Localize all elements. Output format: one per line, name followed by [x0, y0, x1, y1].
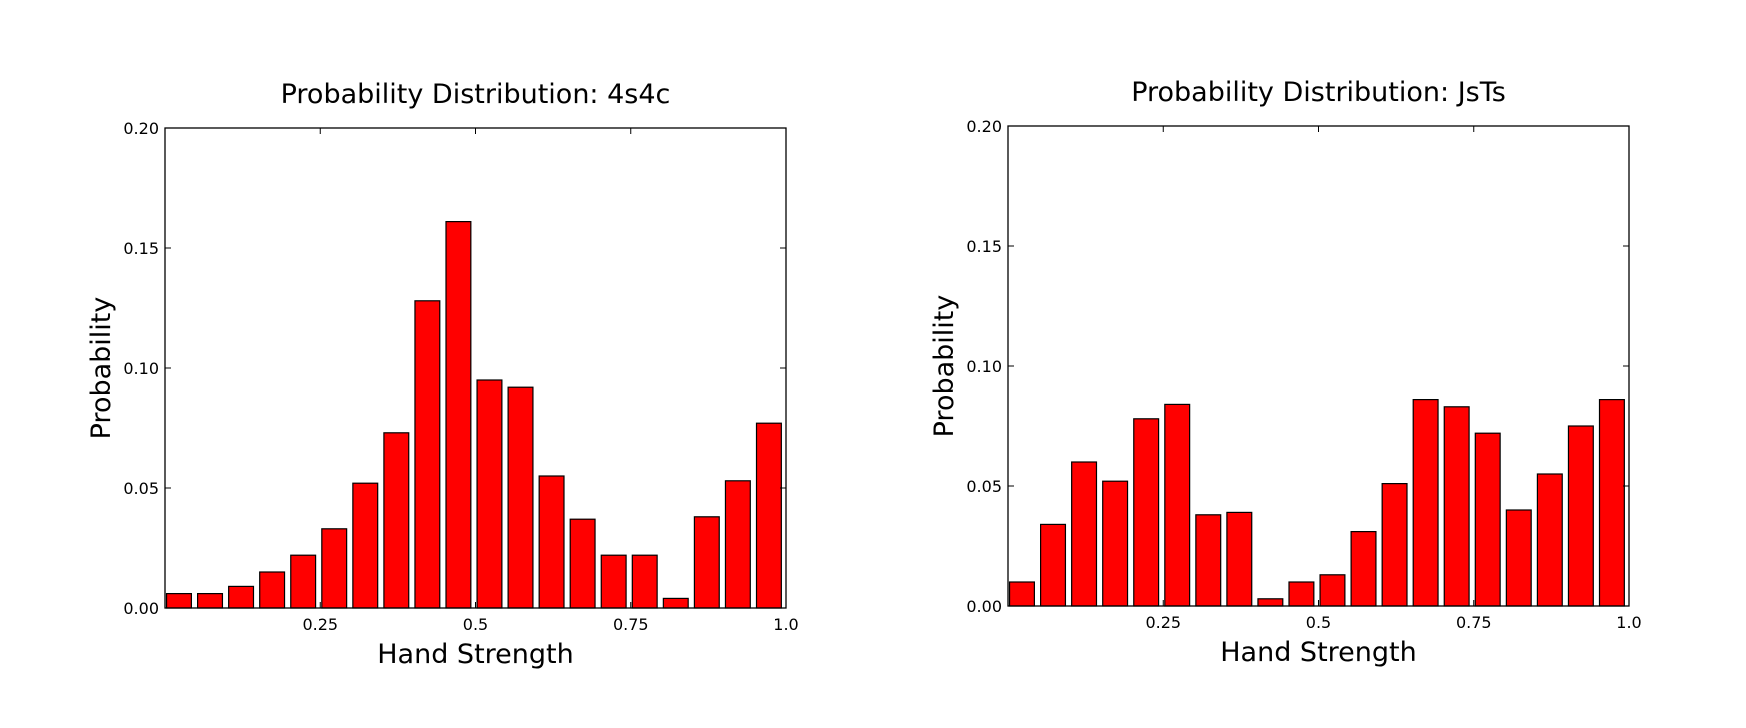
bar	[1040, 523, 1067, 607]
bar	[1133, 418, 1160, 607]
bar	[1381, 483, 1408, 607]
y-tick-label: 0.20	[966, 117, 1002, 136]
bar	[1474, 432, 1501, 607]
chart-title: Probability Distribution: JsTs	[1131, 77, 1506, 108]
y-axis-label: Probability	[929, 295, 960, 438]
bar	[600, 554, 627, 609]
bar	[1288, 581, 1315, 607]
bar	[352, 482, 379, 609]
y-tick-label: 0.10	[966, 357, 1002, 376]
plot-frame	[1007, 125, 1630, 607]
bar	[1443, 406, 1470, 607]
x-axis-label: Hand Strength	[377, 639, 573, 670]
bar	[1071, 461, 1098, 607]
bar	[321, 528, 348, 609]
bar	[1412, 399, 1439, 607]
y-tick-label: 0.10	[123, 359, 159, 378]
chart-jsts: 0.25 0.5 0.75 1.0 0.00 0.05 0.10 0.15 0.20 Probab…	[929, 77, 1642, 668]
chart-4s4c: 0.25 0.5 0.75 1.0 0.00 0.05 0.10 0.15 0.20 Probab…	[86, 79, 799, 670]
bar	[414, 300, 441, 609]
x-tick-label: 0.25	[302, 615, 338, 634]
bar	[631, 554, 658, 609]
bar	[1257, 598, 1284, 607]
bar	[445, 221, 472, 609]
y-tick-label: 0.15	[123, 239, 159, 258]
y-tick-label: 0.15	[966, 237, 1002, 256]
bar	[1567, 425, 1594, 607]
bar	[165, 592, 192, 609]
bar	[259, 571, 286, 609]
bar	[1008, 581, 1035, 607]
bar	[1319, 574, 1346, 607]
bar	[1102, 480, 1129, 607]
bar	[755, 422, 782, 609]
y-axis-label: Probability	[86, 297, 117, 440]
x-axis-label: Hand Strength	[1220, 637, 1416, 668]
bar	[662, 597, 689, 609]
x-tick-label: 0.75	[613, 615, 649, 634]
bar	[1350, 530, 1377, 607]
bar	[476, 379, 503, 609]
plot-frame	[164, 127, 787, 609]
y-tick-label: 0.20	[123, 119, 159, 138]
bar	[1164, 403, 1191, 607]
x-tick-label: 0.75	[1456, 613, 1492, 632]
bar	[1195, 514, 1222, 607]
x-tick-label: 0.5	[463, 615, 488, 634]
bar	[1226, 511, 1253, 607]
bar	[507, 386, 534, 609]
y-tick-label: 0.00	[966, 597, 1002, 616]
x-tick-label: 1.0	[773, 615, 798, 634]
chart-title: Probability Distribution: 4s4c	[281, 79, 671, 110]
bar	[290, 554, 317, 609]
bar	[569, 518, 596, 609]
bar	[197, 592, 224, 609]
x-tick-label: 0.5	[1306, 613, 1331, 632]
bar	[724, 480, 751, 609]
bar	[1598, 399, 1625, 607]
bar	[228, 585, 255, 609]
x-tick-label: 1.0	[1616, 613, 1641, 632]
bar	[1536, 473, 1563, 607]
bar	[1505, 509, 1532, 607]
bar	[538, 475, 565, 609]
y-tick-label: 0.05	[123, 479, 159, 498]
y-tick-label: 0.00	[123, 599, 159, 618]
bar	[383, 432, 410, 609]
bar	[693, 516, 720, 609]
x-tick-label: 0.25	[1145, 613, 1181, 632]
y-tick-label: 0.05	[966, 477, 1002, 496]
